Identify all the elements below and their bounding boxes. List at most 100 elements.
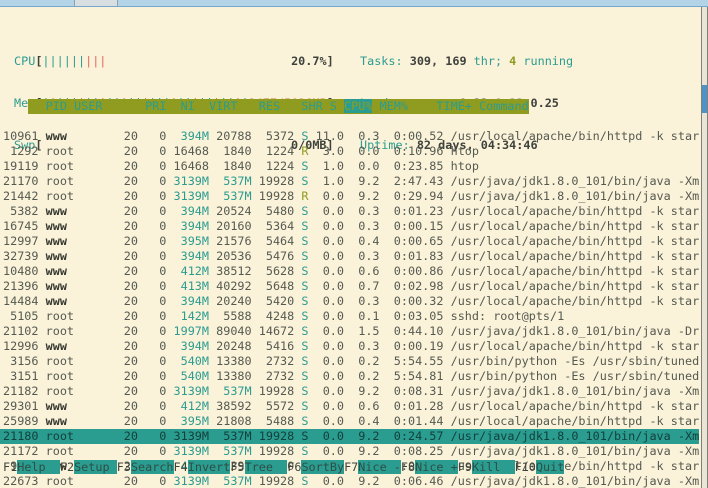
- process-row-1292[interactable]: 1292 root 20 0 16468 1840 1224 R 3.0 0.0…: [0, 144, 479, 159]
- cell-state: S: [301, 159, 308, 173]
- fn-button-tree[interactable]: F5Tree: [230, 460, 287, 474]
- column-header-command[interactable]: Command: [479, 99, 529, 113]
- meter-label: CPU: [14, 54, 35, 68]
- cell-mem-percent: 0.3: [351, 294, 379, 308]
- cell-pri: 20: [117, 294, 138, 308]
- cell-virt: 142M: [174, 309, 210, 323]
- fn-button-search[interactable]: F3Search: [117, 460, 174, 474]
- process-row-5105[interactable]: 5105 root 20 0 142M 5588 4248 S 0.0 0.1 …: [0, 309, 564, 324]
- fn-button-kill[interactable]: F9Kill: [458, 460, 515, 474]
- process-row-12996[interactable]: 12996 www 20 0 394M 20248 5416 S 0.0 0.3…: [0, 339, 699, 354]
- cell-user: root: [46, 354, 110, 368]
- cell-ni: 0: [145, 174, 166, 188]
- process-row-21170[interactable]: 21170 root 20 0 3139M 537M 19928 S 1.0 9…: [0, 174, 699, 189]
- cell-cpu-percent: 0.0: [316, 264, 344, 278]
- cell-res: 38512: [216, 264, 252, 278]
- cell-cpu-percent: 11.0: [316, 129, 344, 143]
- cell-cpu-percent: 0.0: [316, 444, 344, 458]
- cell-mem-percent: 9.2: [351, 384, 379, 398]
- column-header-s[interactable]: S: [330, 99, 337, 113]
- tasks-label: Tasks:: [360, 54, 410, 68]
- process-row-5382[interactable]: 5382 www 20 0 394M 20524 5480 S 0.0 0.3 …: [0, 204, 699, 219]
- cell-shr: 19928: [259, 444, 295, 458]
- column-header-ni[interactable]: NI: [174, 99, 195, 113]
- cell-user: www: [46, 234, 110, 248]
- cell-time: 0:01.28: [387, 399, 444, 413]
- cell-cpu-percent: 0.0: [316, 324, 344, 338]
- cell-pid: 5382: [3, 204, 39, 218]
- cell-cpu-percent: 0.0: [316, 234, 344, 248]
- cell-virt: 3139M: [174, 189, 210, 203]
- process-row-14484[interactable]: 14484 www 20 0 394M 20240 5420 S 0.0 0.3…: [0, 294, 699, 309]
- process-row-25989[interactable]: 25989 www 20 0 395M 21808 5488 S 0.0 0.4…: [0, 414, 699, 429]
- cell-user: www: [46, 279, 110, 293]
- fn-button-setup[interactable]: F2Setup: [60, 460, 117, 474]
- cell-time: 0:29.94: [387, 189, 444, 203]
- column-header-cpu[interactable]: CPU%: [344, 99, 372, 113]
- process-row-12997[interactable]: 12997 www 20 0 395M 21576 5464 S 0.0 0.4…: [0, 234, 699, 249]
- fn-key-label: F4: [174, 460, 188, 474]
- process-row-21102[interactable]: 21102 root 20 0 1997M 89040 14672 S 0.0 …: [0, 324, 699, 339]
- column-header-shr[interactable]: SHR: [287, 99, 323, 113]
- column-header-pri[interactable]: PRI: [145, 99, 166, 113]
- fn-button-sortby[interactable]: F6SortBy: [287, 460, 344, 474]
- fn-button-quit[interactable]: F10Quit: [515, 460, 565, 474]
- cell-time: 0:01.23: [387, 204, 444, 218]
- column-header-res[interactable]: RES: [245, 99, 281, 113]
- process-row-21396[interactable]: 21396 www 20 0 413M 40292 5648 S 0.0 0.7…: [0, 279, 699, 294]
- cell-mem-percent: 0.2: [351, 369, 379, 383]
- cell-mem-percent: 0.3: [351, 129, 379, 143]
- cell-command: /usr/local/apache/bin/httpd -k star: [451, 339, 700, 353]
- process-row-29301[interactable]: 29301 www 20 0 412M 38592 5572 S 0.0 0.6…: [0, 399, 699, 414]
- cell-res: 537M: [216, 474, 252, 488]
- process-row-3151[interactable]: 3151 root 20 0 540M 13380 2732 S 0.0 0.2…: [0, 369, 699, 384]
- cell-state: S: [301, 309, 308, 323]
- column-header-mem[interactable]: MEM%: [380, 99, 408, 113]
- cell-virt: 394M: [174, 294, 210, 308]
- fn-button-invert[interactable]: F4Invert: [174, 460, 231, 474]
- cell-virt: 395M: [174, 414, 210, 428]
- process-row-21180[interactable]: 21180 root 20 0 3139M 537M 19928 S 0.0 9…: [0, 429, 699, 444]
- process-row-3156[interactable]: 3156 root 20 0 540M 13380 2732 S 0.0 0.2…: [0, 354, 699, 369]
- cell-time: 0:23.85: [387, 159, 444, 173]
- process-row-21442[interactable]: 21442 root 20 0 3139M 537M 19928 R 0.0 9…: [0, 189, 699, 204]
- fn-key-label: F2: [60, 460, 74, 474]
- cell-res: 537M: [216, 189, 252, 203]
- cell-virt: 16468: [174, 144, 210, 158]
- process-row-21182[interactable]: 21182 root 20 0 3139M 537M 19928 S 0.0 9…: [0, 384, 699, 399]
- process-row-10961[interactable]: 10961 www 20 0 394M 20788 5372 S 11.0 0.…: [0, 129, 699, 144]
- cell-command: /usr/java/jdk1.8.0_101/bin/java -Xm: [451, 429, 700, 443]
- column-header-user[interactable]: USER: [74, 99, 138, 113]
- column-header-time[interactable]: TIME+: [415, 99, 472, 113]
- column-header-virt[interactable]: VIRT: [202, 99, 238, 113]
- fn-button-nice-[interactable]: F7Nice -: [344, 460, 401, 474]
- cell-mem-percent: 0.1: [351, 309, 379, 323]
- cell-pri: 20: [117, 309, 138, 323]
- cell-pid: 21170: [3, 174, 39, 188]
- process-row-32739[interactable]: 32739 www 20 0 394M 20536 5476 S 0.0 0.3…: [0, 249, 699, 264]
- cell-res: 89040: [216, 324, 252, 338]
- process-row-16745[interactable]: 16745 www 20 0 394M 20160 5364 S 0.0 0.3…: [0, 219, 699, 234]
- tasks-threads: 169: [445, 54, 466, 68]
- cell-mem-percent: 9.2: [351, 444, 379, 458]
- cell-user: root: [46, 429, 110, 443]
- process-row-10480[interactable]: 10480 www 20 0 412M 38512 5628 S 0.0 0.6…: [0, 264, 699, 279]
- cell-shr: 19928: [259, 429, 295, 443]
- cell-cpu-percent: 0.0: [316, 474, 344, 488]
- fn-button-help[interactable]: F1Help: [3, 460, 60, 474]
- cell-virt: 394M: [174, 219, 210, 233]
- scrollbar[interactable]: [701, 7, 708, 488]
- cell-pri: 20: [117, 354, 138, 368]
- process-row-19119[interactable]: 19119 root 20 0 16468 1840 1224 S 1.0 0.…: [0, 159, 479, 174]
- column-header-pid[interactable]: PID: [31, 99, 67, 113]
- process-row-21172[interactable]: 21172 root 20 0 3139M 537M 19928 S 0.0 9…: [0, 444, 699, 459]
- cell-state: S: [301, 174, 308, 188]
- fn-button-nice+[interactable]: F8Nice +: [401, 460, 458, 474]
- cell-state: S: [301, 414, 308, 428]
- cell-command: /usr/local/apache/bin/httpd -k star: [451, 129, 700, 143]
- cell-mem-percent: 0.6: [351, 264, 379, 278]
- process-row-22673[interactable]: 22673 root 20 0 3139M 537M 19928 S 0.0 9…: [0, 474, 699, 488]
- cell-cpu-percent: 0.0: [316, 279, 344, 293]
- meter-pipe: |: [50, 54, 57, 68]
- scrollbar-thumb[interactable]: [702, 85, 707, 113]
